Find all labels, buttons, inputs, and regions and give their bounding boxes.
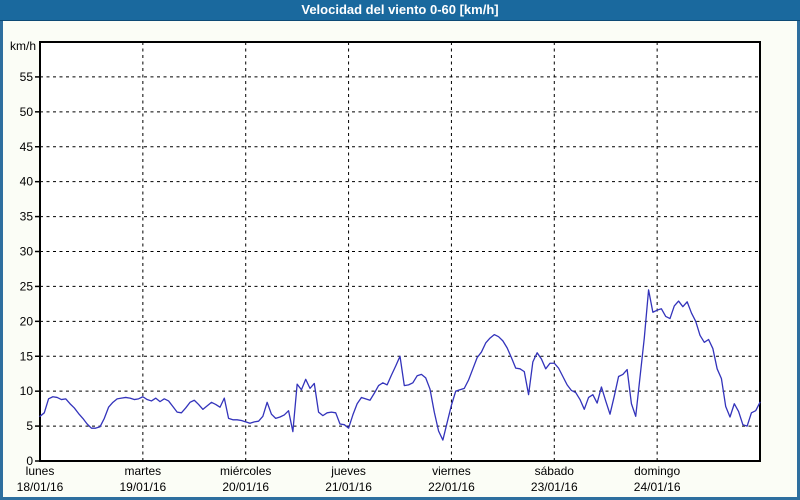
y-tick-label: 40 bbox=[20, 175, 34, 189]
y-tick-label: 10 bbox=[20, 384, 34, 398]
day-name-label: lunes bbox=[26, 464, 55, 478]
chart-title: Velocidad del viento 0-60 [km/h] bbox=[301, 2, 499, 17]
y-tick-label: 20 bbox=[20, 314, 34, 328]
y-tick-label: 30 bbox=[20, 245, 34, 259]
plot-box-border bbox=[39, 41, 761, 462]
y-tick-label: 0 bbox=[26, 454, 33, 468]
chart-content-area: km/h 0 5 10 15 20 25 30 35 40 45 50 55 lunes 18/01/1… bbox=[3, 21, 797, 497]
day-name-label: martes bbox=[125, 464, 162, 478]
y-axis-tick-labels: 0 5 10 15 20 25 30 35 40 45 50 55 bbox=[20, 70, 34, 468]
wind-speed-chart: km/h 0 5 10 15 20 25 30 35 40 45 50 55 lunes 18/01/1… bbox=[10, 39, 761, 494]
y-axis-unit-label: km/h bbox=[10, 39, 36, 53]
day-name-label: miércoles bbox=[220, 464, 271, 478]
wind-speed-line bbox=[39, 289, 761, 441]
y-tick-label: 25 bbox=[20, 279, 34, 293]
day-date-label: 23/01/16 bbox=[531, 480, 578, 494]
day-date-label: 24/01/16 bbox=[634, 480, 681, 494]
day-name-label: sábado bbox=[535, 464, 575, 478]
day-date-label: 22/01/16 bbox=[428, 480, 475, 494]
day-date-label: 18/01/16 bbox=[17, 480, 64, 494]
day-name-label: jueves bbox=[330, 464, 366, 478]
x-axis-day-labels: lunes 18/01/16 martes 19/01/16 miércoles 20/0… bbox=[17, 464, 681, 494]
y-tick-label: 15 bbox=[20, 349, 34, 363]
y-tick-label: 35 bbox=[20, 210, 34, 224]
day-date-label: 21/01/16 bbox=[325, 480, 372, 494]
chart-title-bar: Velocidad del viento 0-60 [km/h] bbox=[0, 0, 800, 21]
day-date-label: 20/01/16 bbox=[222, 480, 269, 494]
day-date-label: 19/01/16 bbox=[119, 480, 166, 494]
y-tick-label: 55 bbox=[20, 70, 34, 84]
day-name-label: domingo bbox=[634, 464, 680, 478]
y-tick-label: 5 bbox=[26, 419, 33, 433]
y-tick-label: 45 bbox=[20, 140, 34, 154]
day-name-label: viernes bbox=[432, 464, 471, 478]
y-tick-label: 50 bbox=[20, 105, 34, 119]
